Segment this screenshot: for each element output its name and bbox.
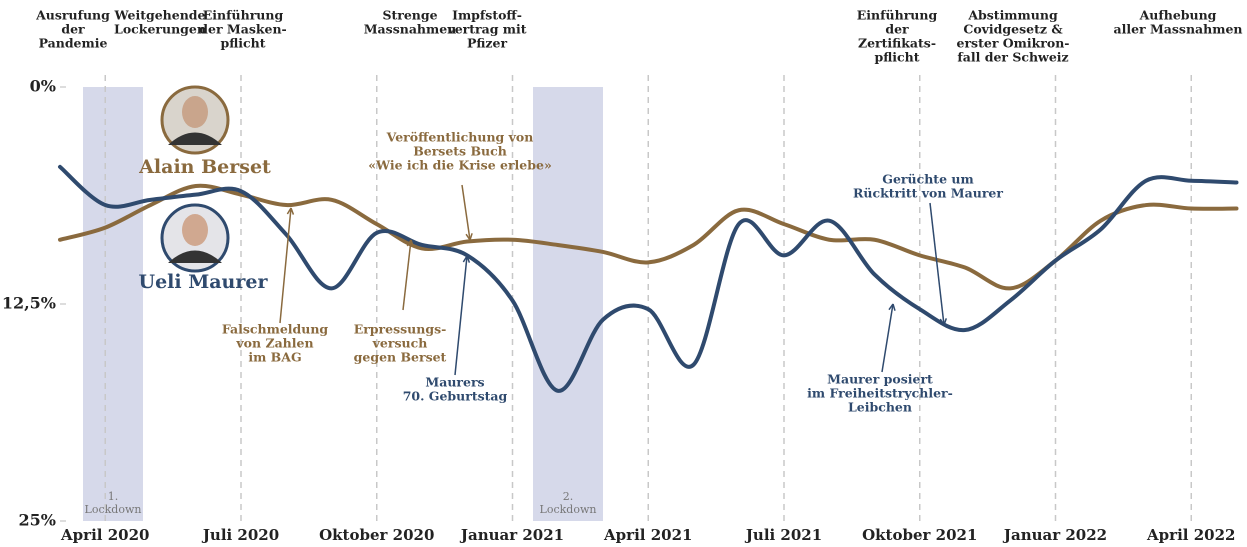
annotation-label: 70. Geburtstag [403,389,508,404]
portrait-face [182,96,208,128]
annotation-arrow [930,203,944,325]
portraits [162,87,228,271]
x-tick-label: Januar 2021 [459,526,564,544]
event-label: Ausrufung [35,8,110,23]
annotation-label: im BAG [248,350,301,365]
annotation-arrow [455,256,467,375]
event-label: Strenge [382,8,437,23]
lockdown-label: Lockdown [540,503,597,516]
annotation-arrow [403,240,411,310]
event-label: pflicht [874,50,919,65]
x-tick-label: April 2021 [603,526,692,544]
event-label: der [61,22,85,37]
event-label: aller Massnahmen [1113,22,1242,37]
event-label: vertrag mit [446,22,526,37]
event-label: Pandemie [39,36,108,51]
event-label: Impfstoff- [452,8,522,23]
portrait-face [182,214,208,246]
series-name: Alain Berset [138,156,271,178]
event-label: Covidgesetz & [963,22,1063,37]
lockdown-band [533,87,603,521]
annotation-arrow [280,208,291,323]
annotation-label: Maurers [425,375,484,390]
series-name: Ueli Maurer [139,271,269,293]
annotation-label: Gerüchte um [882,172,973,187]
event-label: Lockerungen [114,22,206,37]
annotation-arrow [462,185,470,240]
x-tick-label: April 2020 [60,526,149,544]
x-tick-label: Oktober 2021 [862,526,977,544]
annotation-label: Bersets Buch [413,144,507,159]
y-tick-label: 25% [19,511,56,530]
event-label: Pfizer [467,36,508,51]
event-label: pflicht [220,36,265,51]
annotation-label: im Freiheitstrychler- [807,386,953,401]
annotation-label: von Zahlen [235,336,313,351]
event-label: Zertifikats- [858,36,936,51]
lockdown-label: 2. [563,490,574,503]
annotation-label: Falschmeldung [222,322,329,337]
event-label: der [885,22,909,37]
lockdown-label: 1. [108,490,119,503]
y-tick-label: 12,5% [2,294,56,313]
event-label: Einführung [857,8,938,23]
event-label: Einführung [203,8,284,23]
x-tick-label: Januar 2022 [1002,526,1107,544]
event-label: Massnahmen [364,22,457,37]
page: 1.Lockdown2.Lockdown April 2020Juli 2020… [0,0,1247,547]
annotation-label: Maurer posiert [827,372,933,387]
annotation-label: versuch [372,336,428,351]
chart: 1.Lockdown2.Lockdown April 2020Juli 2020… [0,0,1247,547]
annotation-label: gegen Berset [354,350,447,365]
event-label: der Masken- [199,22,287,37]
y-tick-label: 0% [30,77,56,96]
x-tick-label: April 2022 [1146,526,1235,544]
annotation-label: «Wie ich die Krise erlebe» [368,158,552,173]
x-tick-label: Oktober 2020 [319,526,434,544]
annotation-arrow [882,304,893,372]
annotation-label: Erpressungs- [354,322,447,337]
x-tick-label: Juli 2020 [201,526,279,544]
event-label: fall der Schweiz [957,50,1068,65]
event-label: erster Omikron- [957,36,1070,51]
lockdown-band [83,87,143,521]
annotation-label: Rücktritt von Maurer [853,186,1003,201]
annotation-label: Veröffentlichung von [386,130,534,145]
lockdown-label: Lockdown [85,503,142,516]
x-tick-label: Juli 2021 [744,526,822,544]
event-label: Weitgehende [113,8,205,23]
event-label: Abstimmung [967,8,1058,23]
annotation-label: Leibchen [848,400,912,415]
event-label: Aufhebung [1139,8,1217,23]
